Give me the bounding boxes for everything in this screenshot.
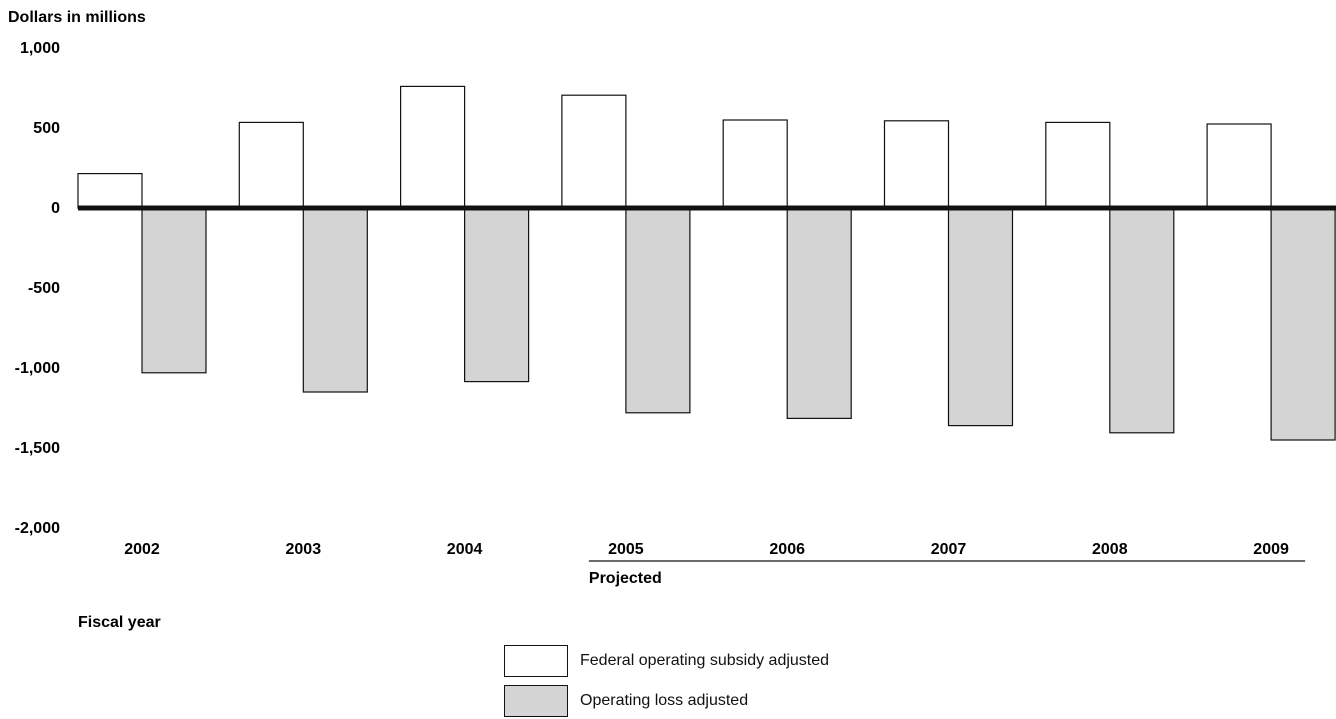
bar-subsidy-2006 — [722, 119, 788, 209]
y-tick-label: 1,000 — [20, 40, 60, 57]
legend-item-subsidy: Federal operating subsidy adjusted — [504, 645, 924, 679]
bar-loss-2004 — [464, 207, 530, 383]
bar-loss-2006 — [786, 207, 852, 419]
x-tick-label-2009: 2009 — [1253, 541, 1289, 558]
x-axis-title: Fiscal year — [78, 614, 161, 631]
x-tick-label-2008: 2008 — [1092, 541, 1128, 558]
x-tick-label-2007: 2007 — [931, 541, 967, 558]
y-tick-label: -500 — [28, 280, 60, 297]
bar-loss-2009 — [1270, 207, 1336, 441]
y-axis-ticks: 1,000 500 0 -500 -1,000 -1,500 -2,000 — [15, 40, 60, 537]
bar-loss-2007 — [947, 207, 1014, 427]
x-tick-label-2006: 2006 — [769, 541, 805, 558]
projected-label: Projected — [589, 570, 662, 587]
y-tick-label: -2,000 — [15, 520, 60, 537]
bar-subsidy-2002 — [77, 173, 143, 209]
bar-loss-2005 — [625, 207, 691, 414]
x-axis-ticks: 2002 2003 2004 2005 2006 2007 2008 2009 — [124, 541, 1289, 558]
legend-label-subsidy: Federal operating subsidy adjusted — [580, 652, 830, 669]
legend-swatch-loss — [504, 685, 568, 717]
x-tick-label-2004: 2004 — [447, 541, 483, 558]
bar-subsidy-2005 — [561, 94, 627, 209]
bar-subsidy-2003 — [238, 121, 304, 209]
y-tick-label: -1,000 — [15, 360, 60, 377]
bars — [77, 85, 1336, 441]
legend-label-loss: Operating loss adjusted — [580, 692, 749, 709]
y-tick-label: -1,500 — [15, 440, 60, 457]
bar-subsidy-2007 — [883, 120, 950, 209]
x-tick-label-2005: 2005 — [608, 541, 644, 558]
bar-loss-2003 — [302, 207, 368, 393]
x-tick-label-2003: 2003 — [286, 541, 322, 558]
y-tick-label: 0 — [51, 200, 60, 217]
y-axis-title: Dollars in millions — [8, 9, 146, 26]
bar-subsidy-2008 — [1045, 121, 1111, 209]
bar-subsidy-2004 — [400, 85, 466, 209]
bar-subsidy-2009 — [1206, 123, 1272, 209]
x-tick-label-2002: 2002 — [124, 541, 160, 558]
legend-item-loss: Operating loss adjusted — [504, 685, 924, 719]
y-tick-label: 500 — [33, 120, 60, 137]
bar-loss-2008 — [1109, 207, 1175, 434]
bar-loss-2002 — [141, 207, 207, 374]
legend-swatch-subsidy — [504, 645, 568, 677]
